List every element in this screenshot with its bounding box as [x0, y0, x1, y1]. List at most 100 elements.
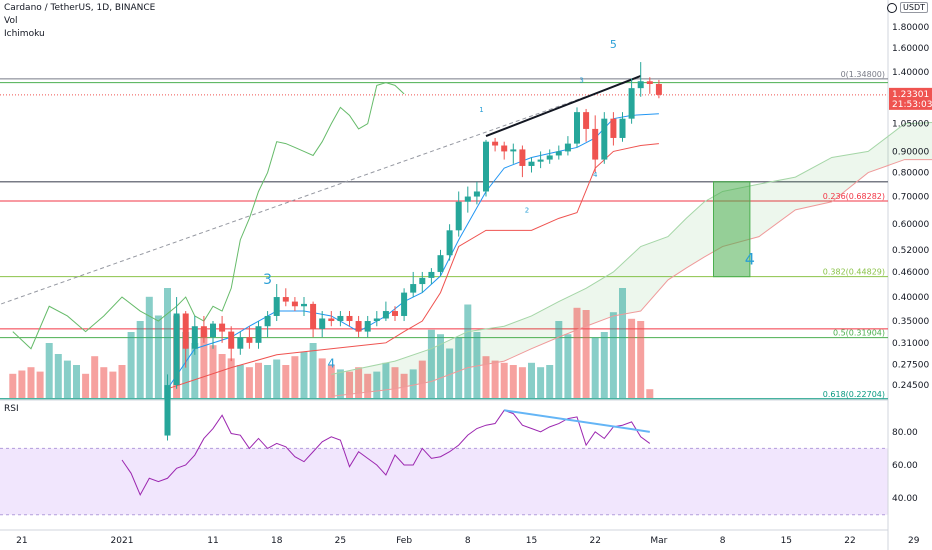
candle-body — [328, 318, 335, 322]
volume-bar — [528, 362, 535, 398]
candle-body — [483, 141, 489, 192]
volume-bar — [418, 360, 426, 398]
volume-bar — [364, 373, 372, 398]
volume-bar — [609, 312, 617, 398]
drawings[interactable] — [0, 75, 751, 306]
candle-body — [291, 301, 298, 307]
time-tick-label: 22 — [844, 536, 855, 546]
candle-body — [646, 81, 653, 84]
candle-body — [173, 313, 180, 386]
current-price-value: 1.23301 — [892, 90, 929, 100]
volume-bar — [409, 369, 417, 398]
volume-bar — [482, 356, 490, 398]
rsi-legend[interactable]: RSI — [4, 404, 19, 414]
volume-bar — [18, 370, 26, 398]
volume-bar — [327, 365, 335, 398]
volume-bar — [509, 365, 517, 398]
volume-bar — [382, 362, 390, 398]
senkou-span-b — [331, 159, 932, 397]
candle-body — [373, 318, 380, 322]
candle-body — [655, 83, 662, 95]
volume-bar — [446, 348, 454, 398]
candle-body — [519, 149, 526, 166]
wave-label: 2 — [525, 207, 529, 215]
volume-bar — [109, 371, 117, 398]
volume-bar — [200, 329, 208, 398]
candle-body — [628, 88, 635, 119]
candle-body — [319, 318, 326, 329]
candle-body — [528, 161, 535, 166]
candle-body — [301, 303, 307, 307]
volume-bar — [473, 332, 481, 398]
candle-body — [346, 315, 353, 322]
volume-bar — [400, 373, 408, 398]
price-tick-label: 0.90000 — [892, 147, 929, 157]
candle-body — [355, 321, 362, 332]
candle-body — [410, 284, 417, 293]
candle-body — [401, 292, 408, 316]
candles — [164, 62, 662, 441]
volume-bar — [145, 296, 153, 398]
candle-body — [382, 311, 389, 319]
volume-legend[interactable]: Vol — [4, 16, 18, 26]
volume-bar — [427, 329, 435, 398]
volume-bar — [91, 356, 99, 398]
volume-bar — [373, 371, 381, 398]
current-price-badge — [889, 87, 932, 110]
labels: 0(1.34800) 0.236(0.68282) 0.382(0.44829) 0.… — [263, 38, 885, 399]
ichimoku-lines — [12, 82, 932, 397]
candle-body — [392, 311, 398, 316]
price-tick-label: 1.80000 — [892, 23, 929, 33]
volume-bar — [318, 358, 326, 398]
volume-bar — [309, 343, 317, 398]
volume-bar — [27, 367, 35, 398]
grid-lines — [0, 0, 889, 550]
rsi-band-fill — [0, 448, 888, 515]
rsi-tick-label: 40.00 — [892, 494, 918, 504]
volume-bar — [154, 315, 162, 398]
volume-bar — [36, 371, 44, 398]
tenkan-sen — [167, 113, 659, 390]
time-tick-label: 29 — [908, 536, 920, 546]
candle-body — [555, 151, 562, 156]
candle-body — [455, 201, 462, 231]
time-tick-label: 2021 — [111, 536, 134, 546]
price-tick-label: 0.60000 — [892, 220, 929, 230]
volume-bar — [646, 389, 654, 398]
candle-body — [264, 315, 271, 327]
volume-bar — [245, 367, 253, 398]
volume-bar — [164, 288, 171, 398]
volume-bar — [555, 321, 563, 398]
candle-body — [473, 191, 480, 197]
volume-bar — [127, 332, 135, 398]
resistance-line — [485, 75, 642, 138]
ichimoku-legend[interactable]: Ichimoku — [4, 29, 45, 39]
fib-level-label: 0.5(0.31904) — [833, 329, 885, 338]
volume-bar — [537, 367, 545, 398]
time-tick-label: Mar — [650, 536, 667, 546]
wave-label: 4 — [327, 357, 335, 371]
time-tick-label: 15 — [781, 536, 792, 546]
volume-bar — [191, 343, 199, 398]
rsi-tick-label: 80.00 — [892, 428, 918, 438]
kijun-sen — [167, 143, 659, 390]
rsi-band — [0, 447, 888, 516]
volume-bar — [236, 365, 244, 398]
volume-bar — [9, 373, 17, 398]
volume-bar — [564, 334, 572, 398]
magnifier-icon[interactable] — [887, 2, 898, 13]
currency-badge[interactable]: USDT — [900, 2, 928, 13]
price-tick-label: 0.40000 — [892, 293, 929, 303]
time-tick-label: 8 — [720, 536, 726, 546]
candle-body — [446, 230, 453, 256]
volume-bar — [437, 334, 444, 398]
candle-body — [310, 303, 317, 329]
volume-bar — [227, 358, 235, 398]
target-box — [713, 181, 751, 278]
volume-bar — [209, 345, 217, 398]
time-tick-label: 8 — [465, 536, 471, 546]
price-tick-label: 1.60000 — [892, 44, 929, 54]
axis-toolbar[interactable]: USDT — [887, 2, 928, 13]
wave-label: 3 — [579, 77, 583, 85]
